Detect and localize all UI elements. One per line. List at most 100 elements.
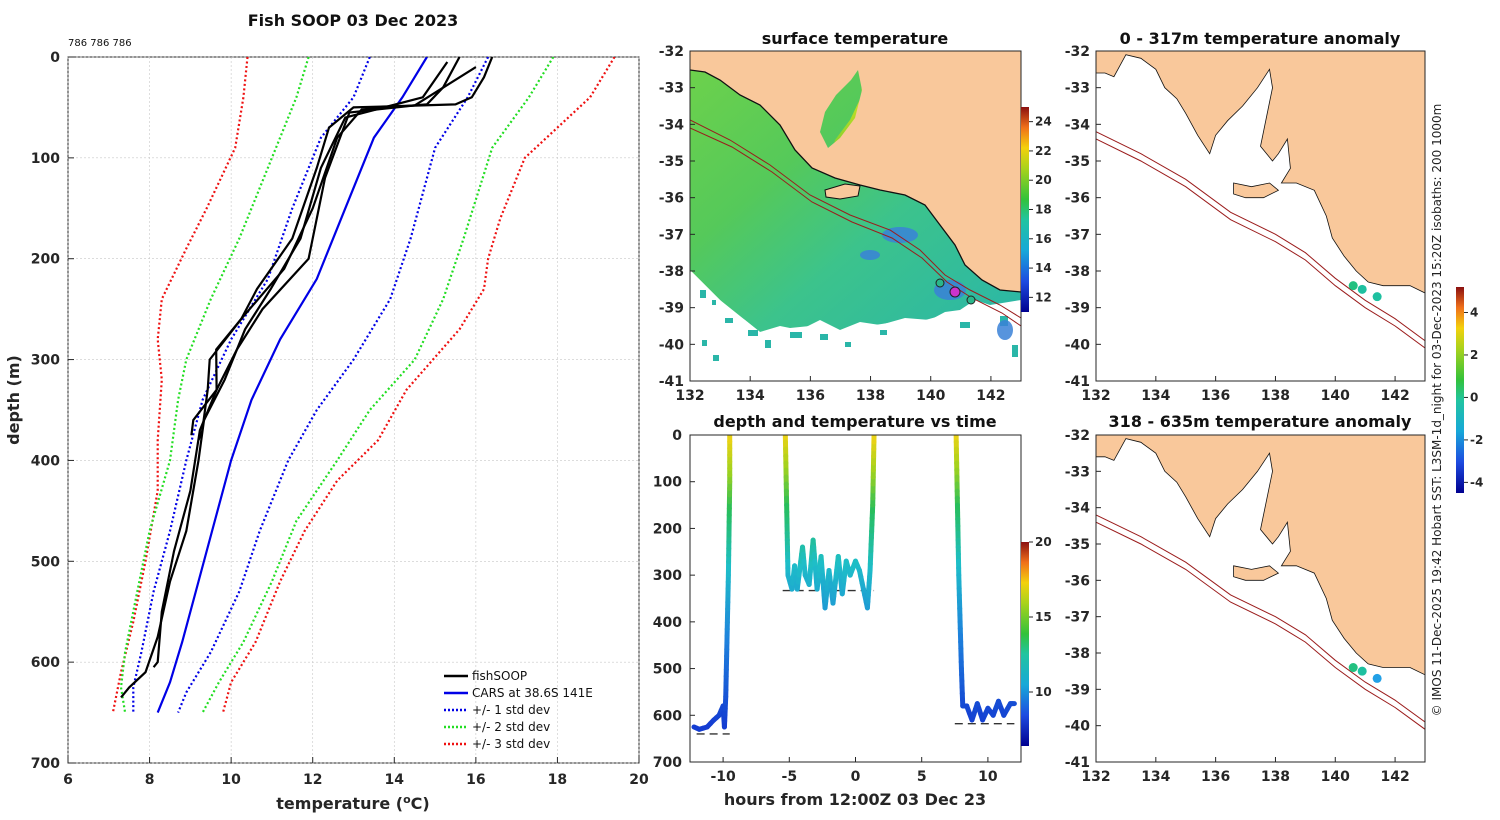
profile-ytick-label: 500 — [31, 554, 60, 570]
anom-lower-ytick-label: -38 — [1065, 646, 1090, 662]
anom-upper-station-point — [1348, 281, 1358, 291]
profile-ytick-label: 0 — [50, 50, 60, 66]
anom-lower-box — [1095, 434, 1426, 763]
sst-cbar-label: 16 — [1035, 232, 1052, 246]
anom-upper-panel: 132 134 136 138 140 142 -32 -33 -34 -35 -36 -37 -38 -… — [1065, 29, 1483, 493]
ts-xlabel: hours from 12:00Z 03 Dec 23 — [724, 790, 986, 809]
ts-colorbar-ticks: 10 15 20 — [1029, 535, 1052, 699]
ts-xtick-label: -10 — [710, 769, 736, 785]
profile-ytick-label: 400 — [31, 453, 60, 469]
anom-upper-isobath-200 — [1096, 131, 1425, 342]
ts-cbar-label: 10 — [1035, 685, 1052, 699]
sst-nodata — [690, 270, 1021, 381]
anom-upper-ytick-label: -38 — [1065, 264, 1090, 280]
legend-label-std3: +/- 3 std dev — [472, 737, 550, 751]
sst-xtick-label: 132 — [675, 388, 704, 404]
anom-lower-map — [1096, 435, 1425, 730]
sst-ytick-label: -34 — [659, 117, 685, 133]
sst-cbar-label: 18 — [1035, 203, 1052, 217]
anom-lower-ticks: 132 134 136 138 140 142 -32 -33 -34 -35 -36 -37 -38 -… — [1065, 428, 1410, 785]
anom-upper-ytick-label: -33 — [1065, 81, 1090, 97]
sst-ytick-label: -36 — [659, 191, 684, 207]
profile-xtick-label: 18 — [548, 772, 567, 788]
anom-upper-ytick-label: -36 — [1065, 191, 1090, 207]
sst-xtick-label: 138 — [856, 388, 885, 404]
anom-lower-kangaroo-island — [1233, 565, 1280, 581]
std2-minus-line — [119, 57, 310, 713]
anom-lower-ytick-label: -39 — [1065, 682, 1090, 698]
anom-colorbar-ticks: -4 -2 0 2 4 — [1464, 305, 1483, 489]
anom-lower-title: 318 - 635m temperature anomaly — [1109, 412, 1412, 431]
legend-label-cars: CARS at 38.6S 141E — [472, 686, 593, 700]
anom-lower-isobath-1000 — [1096, 521, 1425, 730]
profile-xtick-label: 6 — [63, 772, 73, 788]
anom-lower-ytick-label: -40 — [1065, 719, 1091, 735]
anom-upper-xtick-label: 138 — [1261, 388, 1290, 404]
cars-line — [156, 57, 428, 714]
anom-lower-station-point — [1372, 673, 1382, 683]
std1-plus-line — [177, 57, 490, 714]
profile-xtick-label: 16 — [466, 772, 485, 788]
anom-lower-ytick-label: -37 — [1065, 610, 1090, 626]
ts-ytick-label: 400 — [653, 615, 682, 631]
anom-cbar-label: -2 — [1470, 433, 1483, 447]
ts-xtick-label: 0 — [851, 769, 861, 785]
sst-ytick-label: -39 — [659, 301, 684, 317]
anom-lower-station-point — [1348, 663, 1358, 673]
sst-colorbar-ticks: 12 14 16 18 20 22 24 — [1029, 115, 1052, 304]
anom-upper-ticks: 132 134 136 138 140 142 -32 -33 -34 -35 -36 -37 -38 -… — [1065, 44, 1410, 404]
profile-ytick-label: 600 — [31, 655, 60, 671]
top-note: 786 786 786 — [68, 38, 132, 49]
anom-upper-ytick-label: -32 — [1065, 44, 1090, 60]
sst-ytick-label: -41 — [659, 374, 684, 390]
sst-station-1 — [935, 278, 945, 288]
anom-upper-xtick-label: 132 — [1081, 388, 1110, 404]
anom-lower-xtick-label: 132 — [1081, 769, 1110, 785]
sst-station-3 — [966, 295, 976, 305]
anom-lower-ytick-label: -34 — [1065, 501, 1091, 517]
profile-ytick-label: 700 — [31, 756, 60, 772]
sst-coastline — [690, 69, 1021, 293]
ts-ytick-label: 100 — [653, 475, 682, 491]
anom-upper-station-point — [1372, 292, 1382, 302]
profile-ytick-label: 200 — [31, 252, 60, 268]
ts-cbar-label: 20 — [1035, 535, 1052, 549]
sst-xtick-label: 136 — [796, 388, 825, 404]
anom-cbar-label: -4 — [1470, 475, 1483, 489]
anom-lower-ytick-label: -36 — [1065, 573, 1090, 589]
anom-lower-ytick-label: -41 — [1065, 755, 1090, 771]
sst-station-current — [949, 286, 961, 298]
ts-ytick-label: 200 — [653, 521, 682, 537]
anom-lower-xtick-label: 136 — [1201, 769, 1230, 785]
profile-legend: fishSOOP CARS at 38.6S 141E +/- 1 std de… — [444, 669, 593, 751]
ts-xtick-label: -5 — [782, 769, 798, 785]
ts-xtick-label: 5 — [917, 769, 927, 785]
sst-ytick-label: -38 — [659, 264, 684, 280]
sst-cbar-label: 22 — [1035, 144, 1052, 158]
anom-lower-isobath-200 — [1096, 514, 1425, 723]
anom-upper-kangaroo-island — [1233, 182, 1280, 199]
fish-cast-4 — [152, 66, 477, 668]
sst-cbar-label: 12 — [1035, 290, 1052, 304]
anom-upper-xtick-label: 140 — [1321, 388, 1350, 404]
anom-lower-panel: 132 134 136 138 140 142 -32 -33 -34 -35 -36 -37 -38 -… — [1065, 412, 1426, 785]
anom-upper-ytick-label: -34 — [1065, 117, 1091, 133]
sst-cbar-label: 24 — [1035, 115, 1052, 129]
profile-xtick-label: 14 — [385, 772, 405, 788]
profile-axes-box — [67, 56, 640, 764]
anom-upper-xtick-label: 134 — [1141, 388, 1170, 404]
sst-colorbar — [1021, 107, 1029, 312]
anom-upper-map — [1096, 51, 1425, 349]
sst-ytick-label: -37 — [659, 227, 684, 243]
anom-lower-station-point — [1357, 666, 1367, 676]
std3-minus-line — [111, 57, 249, 713]
anom-upper-xtick-label: 142 — [1380, 388, 1409, 404]
sst-ytick-label: -35 — [659, 154, 684, 170]
anom-lower-xtick-label: 142 — [1380, 769, 1409, 785]
ts-ytick-label: 0 — [672, 428, 682, 444]
fish-cast-1 — [197, 57, 494, 441]
